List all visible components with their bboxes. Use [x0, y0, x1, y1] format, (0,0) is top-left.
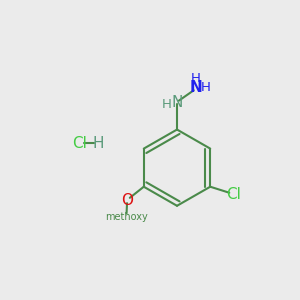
Text: Cl: Cl [226, 187, 242, 202]
Text: H: H [162, 98, 172, 111]
Text: N: N [171, 95, 183, 110]
Text: methoxy: methoxy [105, 212, 148, 222]
Text: H: H [200, 81, 210, 94]
Text: O: O [121, 193, 133, 208]
Text: H: H [92, 136, 104, 151]
Text: H: H [191, 72, 201, 85]
Text: Cl: Cl [72, 136, 87, 151]
Text: N: N [189, 80, 202, 95]
